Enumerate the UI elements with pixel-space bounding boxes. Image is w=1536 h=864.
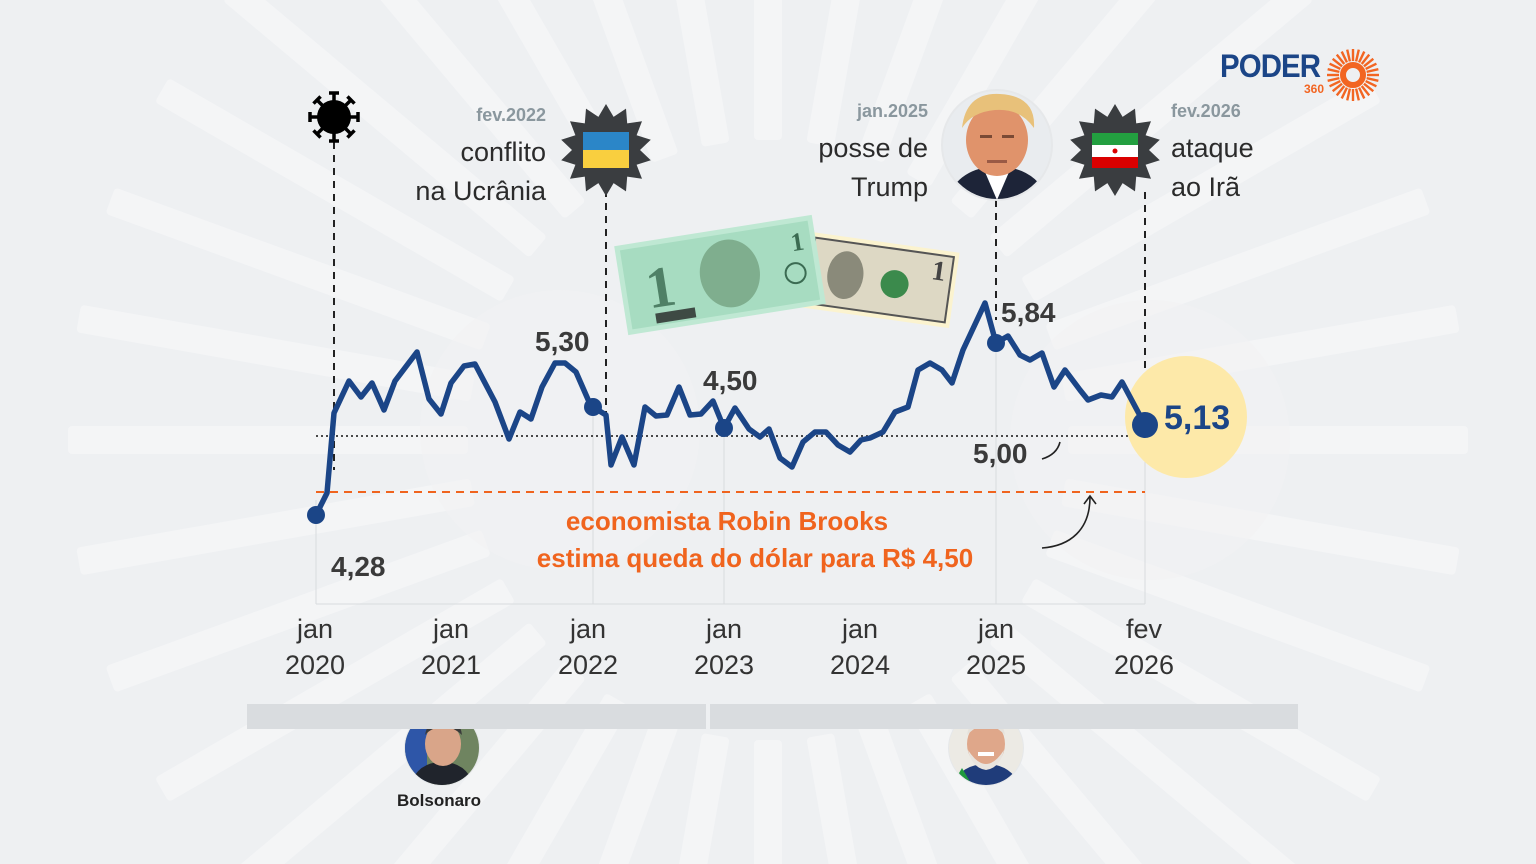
x-tick-2021: jan 2021 [420,614,482,680]
x-tick-2023: jan 2023 [693,614,755,680]
event-text-trump: posse de Trump [780,129,928,207]
x-tick-2024: jan 2024 [829,614,891,680]
iran-flag-badge-icon [1070,104,1160,196]
virus-icon [308,91,360,143]
svg-text:1: 1 [930,255,948,288]
event-iran-line1: ataque [1171,133,1254,163]
annotation-line1: economista Robin Brooks [565,506,889,536]
dollar-rate-line [313,300,1148,518]
event-date-iran: fev.2026 [1171,101,1241,121]
data-points [307,334,1158,524]
svg-text:1: 1 [789,227,806,258]
event-text-ukraine: conflito na Ucrânia [380,133,546,211]
year-gridlines [315,345,1146,605]
x-tick-2022: jan 2022 [557,614,619,680]
event-text-iran: ataque ao Irã [1171,129,1254,207]
x-tick-2026: fev 2026 [1113,614,1175,680]
event-trump-line1: posse de [818,133,928,163]
annotation-line2: estima queda do dólar para R$ 4,50 [536,543,974,573]
current-value-highlight [1125,356,1247,478]
value-label-ukraine: 5,30 [535,326,590,357]
value-label-jan2023: 4,50 [703,365,758,396]
target-arrow [1041,496,1091,549]
ukraine-flag-badge-icon [561,104,651,196]
value-label-reference: 5,00 [973,438,1028,469]
forecast-annotation: economista Robin Brooks estima queda do … [500,503,1060,577]
event-date-ukraine: fev.2022 [476,105,546,125]
trump-portrait [941,89,1053,201]
value-label-start: 4,28 [331,551,386,582]
term-bar-lula [710,704,1298,729]
term-bar-bolsonaro [247,704,706,729]
event-iran-line2: ao Irã [1171,172,1241,202]
x-tick-2025: jan 2025 [965,614,1027,680]
logo-sun-icon [1327,49,1379,101]
logo-360-text: 360 [1304,82,1325,96]
event-date-trump: jan.2025 [856,101,928,121]
value-label-current: 5,13 [1164,399,1231,437]
event-ukraine-line1: conflito [460,137,546,167]
value-label-jan2025: 5,84 [1001,297,1056,328]
event-ukraine-line2: na Ucrânia [415,176,546,206]
reference-arrow [1041,441,1061,460]
banknotes-illustration: 1 1 1 [614,214,960,336]
president-name-bolsonaro: Bolsonaro [397,791,482,810]
event-trump-line2: Trump [850,172,928,202]
x-tick-2020: jan 2020 [284,614,346,680]
logo-wordmark: PODER [1220,48,1321,84]
